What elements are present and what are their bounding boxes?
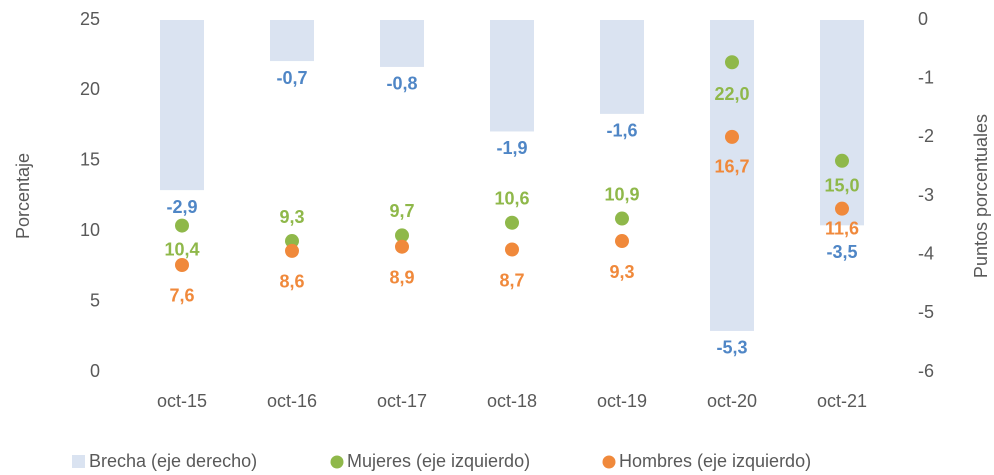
legend-label: Brecha (eje derecho) [89,451,257,471]
legend-swatch [602,455,616,469]
bar [600,20,644,114]
y-tick-label: 0 [90,361,100,381]
x-tick-label: oct-17 [377,391,427,411]
data-label: 8,6 [279,272,304,292]
point [615,234,629,249]
data-label: 10,9 [604,184,639,204]
x-tick-label: oct-18 [487,391,537,411]
bar [380,20,424,67]
y2-axis-title: Puntos porcentuales [971,114,991,278]
bar [820,20,864,226]
y2-tick-label: -3 [918,185,934,205]
point [835,201,849,216]
point [285,243,299,258]
data-label: 11,6 [825,218,859,238]
data-label: -1,9 [496,138,527,158]
data-label: 8,7 [499,270,524,290]
data-label: 15,0 [824,176,859,196]
point [725,55,739,70]
data-label: -1,6 [606,121,637,141]
point [175,257,189,272]
data-label: 10,6 [494,189,529,209]
bar [490,20,534,132]
legend-label: Mujeres (eje izquierdo) [347,451,530,471]
y2-tick-label: -5 [918,302,934,322]
y-tick-label: 15 [80,150,100,170]
data-label: 9,3 [279,207,304,227]
legend-swatch [72,455,85,468]
bar [270,20,314,62]
bar [160,20,204,191]
point [505,215,519,230]
data-label: -5,3 [716,338,747,358]
y2-tick-label: -4 [918,243,934,263]
y-tick-label: 5 [90,290,100,310]
x-tick-label: oct-21 [817,391,867,411]
data-label: 10,4 [164,239,199,259]
point [395,239,409,254]
legend-swatch [330,455,344,469]
bar [710,20,754,331]
data-label: 16,7 [714,157,749,177]
point [285,234,299,249]
point [725,129,739,144]
y2-tick-label: -6 [918,361,934,381]
x-tick-label: oct-16 [267,391,317,411]
data-label: 22,0 [714,84,749,104]
y2-tick-label: -2 [918,126,934,146]
y-axis-title: Porcentaje [13,153,33,239]
x-tick-label: oct-19 [597,391,647,411]
point [175,218,189,233]
data-label: 9,3 [609,262,634,282]
y-tick-label: 10 [80,220,100,240]
data-label: -0,8 [386,74,417,94]
y-tick-label: 25 [80,9,100,29]
data-label: 7,6 [169,286,194,306]
data-label: 9,7 [389,201,414,221]
data-label: 8,9 [389,267,414,287]
legend-label: Hombres (eje izquierdo) [619,451,811,471]
point [615,211,629,226]
y-tick-label: 20 [80,79,100,99]
x-tick-label: oct-15 [157,391,207,411]
data-label: -2,9 [166,197,197,217]
point [505,242,519,257]
data-label: -0,7 [276,68,307,88]
point [835,153,849,168]
point [395,228,409,243]
y2-tick-label: -1 [918,67,934,87]
data-label: -3,5 [826,242,857,262]
y2-tick-label: 0 [918,9,928,29]
x-tick-label: oct-20 [707,391,757,411]
